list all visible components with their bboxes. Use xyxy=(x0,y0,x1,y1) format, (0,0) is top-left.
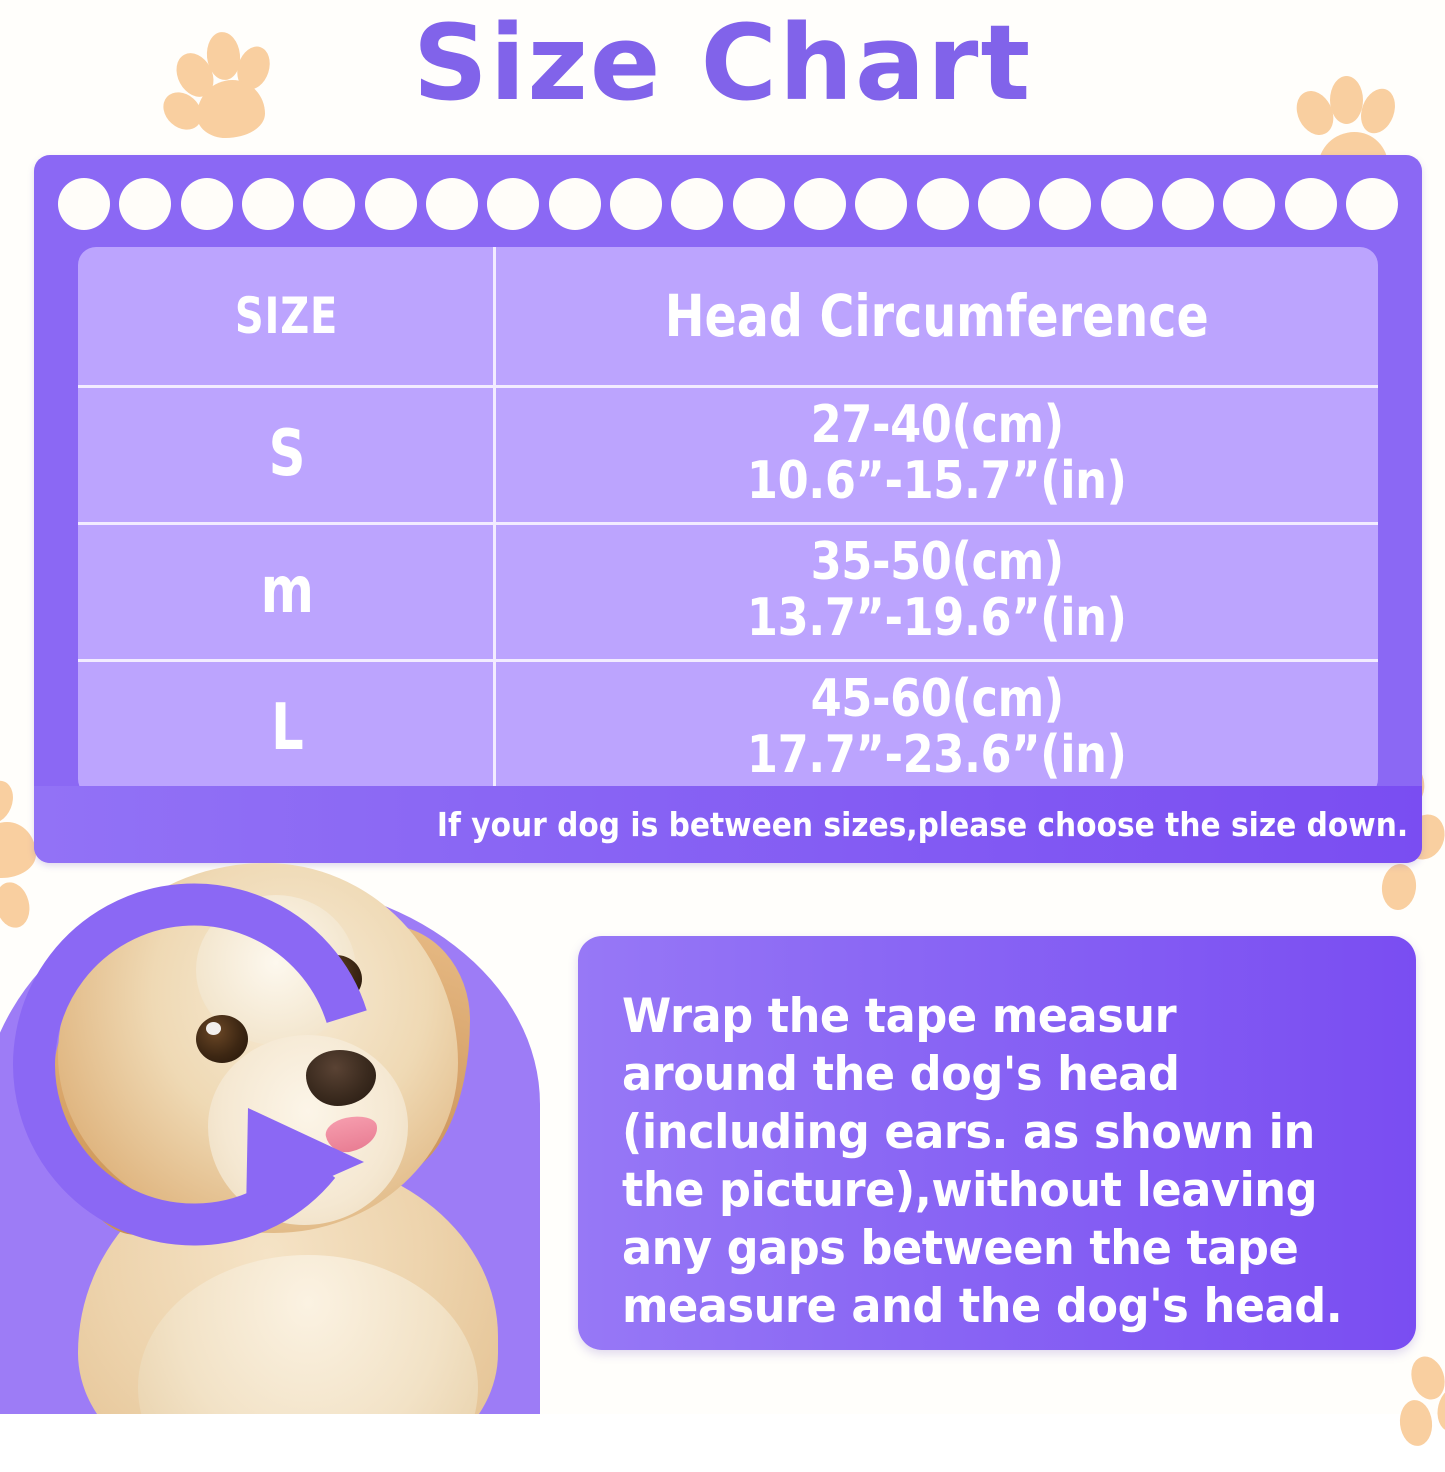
table-header-row: SIZE Head Circumference xyxy=(78,247,1378,385)
measurement-in: 17.7”-23.6”(in) xyxy=(747,724,1127,785)
measurement-in: 13.7”-19.6”(in) xyxy=(747,587,1127,648)
measurement-cm: 45-60(cm) xyxy=(810,669,1064,730)
dot xyxy=(1161,178,1214,230)
dog-eye xyxy=(196,1015,248,1063)
dot xyxy=(1284,178,1337,230)
size-chart-card: SIZE Head Circumference S 27-40(cm) 10.6… xyxy=(34,155,1422,863)
dot xyxy=(609,178,662,230)
table-row: L 45-60(cm) 17.7”-23.6”(in) xyxy=(78,659,1378,796)
cell-head-circumference: 27-40(cm) 10.6”-15.7”(in) xyxy=(496,385,1378,522)
cell-head-circumference: 45-60(cm) 17.7”-23.6”(in) xyxy=(496,659,1378,796)
header-label-size: SIZE xyxy=(235,287,339,345)
measurement-cm: 27-40(cm) xyxy=(810,395,1064,456)
instruction-text: Wrap the tape measur around the dog's he… xyxy=(622,989,1343,1334)
cell-size: L xyxy=(78,659,496,796)
dot xyxy=(58,178,110,230)
dot xyxy=(916,178,969,230)
cell-size: S xyxy=(78,385,496,522)
instruction-box: Wrap the tape measur around the dog's he… xyxy=(578,936,1416,1350)
cell-size: m xyxy=(78,522,496,659)
paw-print-icon xyxy=(0,770,94,932)
header-cell-size: SIZE xyxy=(78,247,496,385)
dot xyxy=(487,178,540,230)
dog-photo xyxy=(18,855,530,1414)
dot xyxy=(1223,178,1276,230)
dog-nose xyxy=(306,1050,376,1106)
dot xyxy=(793,178,846,230)
dot xyxy=(1039,178,1092,230)
page-title: Size Chart xyxy=(412,2,1033,124)
dot xyxy=(1100,178,1153,230)
dot xyxy=(425,178,478,230)
dot xyxy=(855,178,908,230)
dot xyxy=(119,178,172,230)
dot xyxy=(303,178,356,230)
size-label: m xyxy=(260,553,314,628)
dot xyxy=(364,178,417,230)
dot xyxy=(732,178,785,230)
dot xyxy=(180,178,233,230)
dot xyxy=(671,178,724,230)
table-row: S 27-40(cm) 10.6”-15.7”(in) xyxy=(78,385,1378,522)
dot xyxy=(241,178,294,230)
cell-head-circumference: 35-50(cm) 13.7”-19.6”(in) xyxy=(496,522,1378,659)
dot xyxy=(977,178,1030,230)
dot xyxy=(548,178,601,230)
paw-print-icon xyxy=(1388,1352,1445,1472)
dot xyxy=(1345,178,1398,230)
footnote-strip: If your dog is between sizes,please choo… xyxy=(34,786,1422,863)
measurement-in: 10.6”-15.7”(in) xyxy=(747,450,1127,511)
footnote-text: If your dog is between sizes,please choo… xyxy=(436,805,1408,844)
size-label: S xyxy=(268,416,306,491)
dot-row-decoration xyxy=(58,177,1398,231)
paw-print-icon xyxy=(150,14,278,146)
table-row: m 35-50(cm) 13.7”-19.6”(in) xyxy=(78,522,1378,659)
size-table: SIZE Head Circumference S 27-40(cm) 10.6… xyxy=(78,247,1378,797)
header-cell-head-circumference: Head Circumference xyxy=(496,247,1378,385)
circular-arrow-icon xyxy=(0,862,416,1282)
size-label: L xyxy=(270,690,304,765)
header-label-head-circumference: Head Circumference xyxy=(665,282,1209,350)
measurement-cm: 35-50(cm) xyxy=(810,532,1064,593)
